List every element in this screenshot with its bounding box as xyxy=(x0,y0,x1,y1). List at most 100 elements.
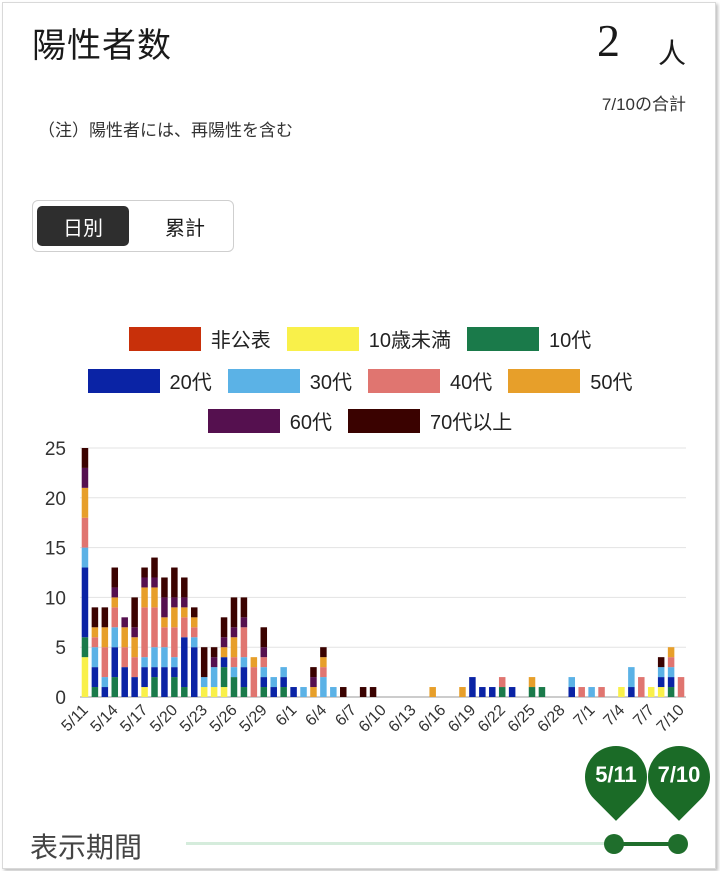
bar-segment xyxy=(181,617,188,638)
bar-segment xyxy=(171,667,178,678)
bar-segment xyxy=(230,627,238,638)
bar-segment xyxy=(131,637,138,658)
bar-segment xyxy=(91,687,99,697)
bar-segment xyxy=(250,657,258,668)
bar-segment xyxy=(667,657,675,668)
bar-segment xyxy=(111,647,119,678)
bar-segment xyxy=(230,667,238,678)
legend-item[interactable]: 非公表 xyxy=(128,324,271,353)
bar-segment xyxy=(161,597,168,618)
bar-segment xyxy=(111,677,119,697)
x-tick-label: 6/22 xyxy=(475,702,509,736)
bar-segment xyxy=(528,677,536,688)
bar-segment xyxy=(131,597,138,628)
bar-segment xyxy=(181,687,188,697)
bar-segment xyxy=(230,597,238,628)
legend-label: 非公表 xyxy=(210,330,271,352)
x-tick-label: 6/19 xyxy=(445,702,479,736)
legend-item[interactable]: 70代以上 xyxy=(348,406,512,435)
x-tick-label: 5/23 xyxy=(177,702,211,736)
bar-segment xyxy=(528,687,536,697)
legend-swatch xyxy=(207,408,280,433)
bar-segment xyxy=(280,687,287,697)
x-tick-label: 6/28 xyxy=(535,702,569,736)
bar-segment xyxy=(141,577,148,588)
y-tick-label: 15 xyxy=(45,539,66,560)
bar-segment xyxy=(141,667,148,688)
legend-item[interactable]: 20代 xyxy=(87,366,212,395)
bar-segment xyxy=(469,677,476,697)
bar-segment xyxy=(459,687,466,697)
bar-segment xyxy=(260,667,268,678)
x-tick-label: 5/20 xyxy=(147,702,181,736)
legend-item[interactable]: 50代 xyxy=(508,366,633,395)
bar-segment xyxy=(151,667,158,678)
x-tick-label: 7/10 xyxy=(654,702,688,736)
legend-item[interactable]: 10代 xyxy=(467,324,591,353)
bar-segment xyxy=(280,667,287,678)
bar-segment xyxy=(141,587,148,608)
bar-segment xyxy=(657,677,665,688)
period-label: 表示期間 xyxy=(30,832,143,863)
bar-segment xyxy=(190,617,198,628)
bar-segment xyxy=(111,567,119,588)
bar-segment xyxy=(111,597,119,608)
bar-segment xyxy=(171,597,178,608)
total-count: 2 xyxy=(597,15,620,66)
bar-segment xyxy=(320,667,327,678)
bar-segment xyxy=(131,657,138,678)
bar-segment xyxy=(151,677,158,697)
daily-button[interactable]: 日別 xyxy=(37,206,129,246)
bar-segment xyxy=(479,687,486,697)
slider-start-handle[interactable] xyxy=(604,834,624,854)
bar-segment xyxy=(171,677,178,697)
legend-item[interactable]: 40代 xyxy=(368,366,492,395)
legend-swatch xyxy=(87,368,160,393)
bar-segment xyxy=(101,687,109,697)
bar-segment xyxy=(190,607,198,618)
bar-segment xyxy=(598,687,605,697)
cumulative-button[interactable]: 累計 xyxy=(165,217,205,240)
bar-segment xyxy=(657,667,665,678)
bar-segment xyxy=(161,647,168,668)
bar-segment xyxy=(131,627,138,638)
legend-swatch xyxy=(467,326,539,351)
bar-segment xyxy=(310,687,317,697)
legend-item[interactable]: 30代 xyxy=(227,366,352,395)
bar-segment xyxy=(190,627,198,638)
legend-row-1: 非公表 10歳未満 10代 xyxy=(0,324,720,353)
x-tick-label: 5/29 xyxy=(237,702,271,736)
legend-label: 20代 xyxy=(169,372,212,394)
bar-segment xyxy=(121,617,128,628)
y-tick-label: 0 xyxy=(55,688,66,709)
bar-segment xyxy=(429,687,436,697)
bar-segment xyxy=(91,667,99,688)
legend-swatch xyxy=(227,368,300,393)
slider-track[interactable] xyxy=(186,842,678,845)
bar-segment xyxy=(230,677,238,697)
bar-segment xyxy=(161,577,168,598)
bar-segment xyxy=(498,687,506,697)
bar-segment xyxy=(181,637,188,688)
bar-segment xyxy=(151,647,158,668)
bar-segment xyxy=(240,597,248,618)
legend-label: 60代 xyxy=(289,412,332,434)
bar-segment xyxy=(618,687,625,697)
bar-segment xyxy=(81,567,89,638)
bar-segment xyxy=(578,687,585,697)
note-text: （注）陽性者には、再陽性を含む xyxy=(38,121,293,140)
bar-segment xyxy=(260,647,268,658)
legend-item[interactable]: 10歳未満 xyxy=(286,324,451,353)
bar-segment xyxy=(310,677,317,688)
bar-segment xyxy=(200,687,208,697)
legend-item[interactable]: 60代 xyxy=(207,406,332,435)
bar-segment xyxy=(300,687,307,697)
x-tick-label: 6/13 xyxy=(386,702,420,736)
bar-segment xyxy=(91,607,99,628)
bar-segment xyxy=(111,607,119,628)
bar-segment xyxy=(588,687,595,697)
slider-end-handle[interactable] xyxy=(668,834,688,854)
bar-segment xyxy=(81,637,89,658)
